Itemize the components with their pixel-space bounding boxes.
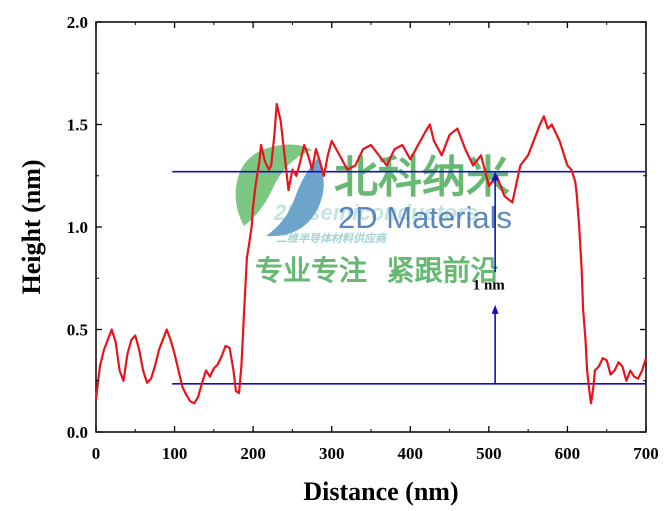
height-arrow-head [491, 304, 499, 314]
x-tick-label: 200 [240, 444, 266, 463]
y-tick-label: 1.0 [67, 218, 88, 237]
y-tick-label: 0.5 [67, 321, 88, 340]
watermark-english-name: 2D Materials [338, 200, 512, 235]
x-tick-label: 500 [476, 444, 502, 463]
height-arrow-head [491, 171, 499, 181]
x-axis-title: Distance (nm) [303, 477, 458, 506]
y-tick-label: 1.5 [67, 116, 88, 135]
x-tick-label: 400 [398, 444, 424, 463]
watermark-slogan: 专业专注 紧跟前沿 [255, 254, 499, 287]
height-annotation: 1 nm [473, 277, 506, 293]
watermark: 北科纳米 2D semiconductors 2D Materials 二维半导… [235, 144, 512, 287]
y-axis-title: Height (nm) [17, 159, 46, 294]
x-tick-label: 700 [633, 444, 659, 463]
height-profile-line [94, 102, 648, 405]
watermark-faint-subtitle: 二维半导体材料供应商 [276, 232, 388, 245]
x-tick-label: 0 [92, 444, 101, 463]
watermark-faint-text: 2D semiconductors [273, 200, 478, 225]
y-tick-label: 0.0 [67, 423, 88, 442]
x-tick-label: 600 [555, 444, 581, 463]
y-tick-label: 2.0 [67, 13, 88, 32]
x-tick-label: 300 [319, 444, 345, 463]
watermark-chinese-name: 北科纳米 [334, 152, 510, 203]
watermark-logo-icon [235, 144, 324, 237]
x-tick-label: 100 [162, 444, 188, 463]
